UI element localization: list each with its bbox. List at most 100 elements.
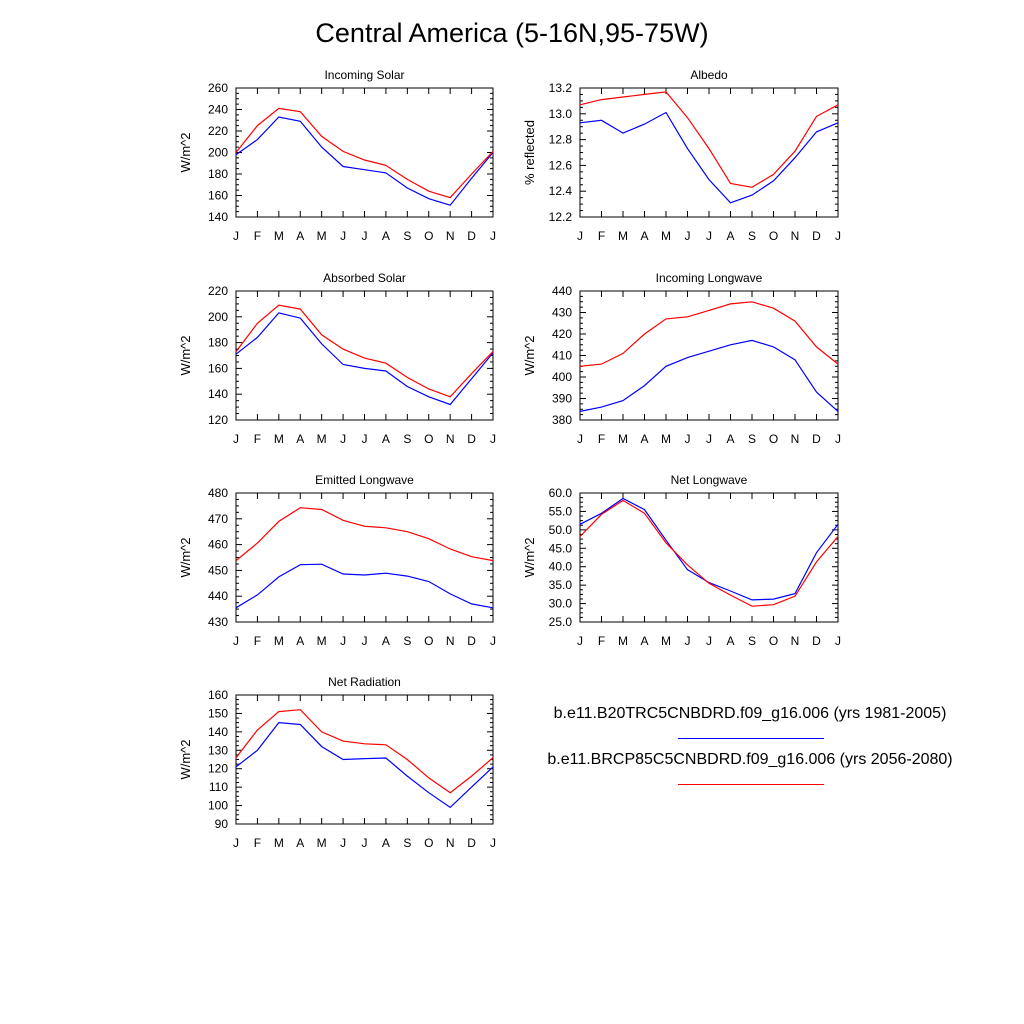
x-tick-label: M bbox=[317, 229, 327, 243]
y-tick-label: 430 bbox=[552, 306, 572, 320]
y-tick-label: 12.6 bbox=[549, 158, 573, 172]
panel-title: Incoming Solar bbox=[324, 68, 404, 82]
x-tick-label: J bbox=[577, 229, 583, 243]
x-tick-label: F bbox=[254, 836, 261, 850]
x-tick-label: S bbox=[403, 229, 411, 243]
x-tick-label: O bbox=[424, 836, 433, 850]
x-tick-label: F bbox=[598, 634, 605, 648]
x-tick-label: O bbox=[424, 229, 433, 243]
x-tick-label: A bbox=[296, 229, 304, 243]
y-tick-label: 130 bbox=[208, 743, 228, 757]
x-tick-label: O bbox=[424, 432, 433, 446]
x-tick-label: N bbox=[446, 836, 455, 850]
x-tick-label: J bbox=[340, 432, 346, 446]
y-tick-label: 440 bbox=[208, 589, 228, 603]
y-tick-label: 220 bbox=[208, 284, 228, 298]
y-tick-label: 480 bbox=[208, 486, 228, 500]
x-tick-label: A bbox=[382, 432, 390, 446]
x-tick-label: D bbox=[812, 432, 821, 446]
x-tick-label: J bbox=[706, 634, 712, 648]
y-tick-label: 140 bbox=[208, 725, 228, 739]
legend-entry-1-line bbox=[678, 738, 824, 739]
series-line-1 bbox=[235, 116, 494, 206]
plot-frame bbox=[235, 492, 494, 623]
x-tick-label: M bbox=[317, 634, 327, 648]
page-title: Central America (5-16N,95-75W) bbox=[315, 18, 709, 48]
x-tick-label: J bbox=[577, 432, 583, 446]
x-tick-label: J bbox=[706, 432, 712, 446]
panel-title: Net Longwave bbox=[671, 473, 748, 487]
y-tick-label: 12.4 bbox=[549, 184, 573, 198]
x-tick-label: J bbox=[706, 229, 712, 243]
x-tick-label: J bbox=[835, 432, 841, 446]
x-tick-label: D bbox=[467, 634, 476, 648]
x-tick-label: M bbox=[274, 634, 284, 648]
y-tick-label: 120 bbox=[208, 413, 228, 427]
series-line-2 bbox=[235, 304, 494, 398]
x-tick-label: S bbox=[748, 432, 756, 446]
y-tick-label: 35.0 bbox=[549, 578, 573, 592]
y-tick-label: 200 bbox=[208, 146, 228, 160]
y-tick-label: 50.0 bbox=[549, 523, 573, 537]
series-line-2 bbox=[235, 709, 494, 794]
x-tick-label: J bbox=[340, 634, 346, 648]
series-line-2 bbox=[579, 301, 839, 367]
x-tick-label: D bbox=[467, 836, 476, 850]
y-tick-label: 410 bbox=[552, 349, 572, 363]
x-tick-label: A bbox=[640, 634, 648, 648]
y-tick-label: 45.0 bbox=[549, 541, 573, 555]
x-tick-label: S bbox=[748, 229, 756, 243]
x-tick-label: A bbox=[296, 836, 304, 850]
series-line-1 bbox=[579, 111, 839, 204]
y-tick-label: 30.0 bbox=[549, 597, 573, 611]
x-tick-label: A bbox=[726, 229, 734, 243]
y-tick-label: 12.2 bbox=[549, 210, 573, 224]
y-tick-label: 240 bbox=[208, 103, 228, 117]
x-tick-label: J bbox=[835, 634, 841, 648]
y-tick-label: 110 bbox=[209, 780, 228, 794]
x-tick-label: M bbox=[618, 229, 628, 243]
plot-frame bbox=[235, 694, 494, 825]
x-tick-label: F bbox=[254, 432, 261, 446]
series-line-1 bbox=[235, 563, 494, 609]
x-tick-label: D bbox=[467, 229, 476, 243]
y-tick-label: 12.8 bbox=[549, 133, 573, 147]
y-tick-label: 140 bbox=[208, 210, 228, 224]
x-tick-label: M bbox=[618, 432, 628, 446]
x-tick-label: J bbox=[490, 229, 496, 243]
series-line-2 bbox=[235, 507, 494, 562]
x-tick-label: M bbox=[661, 229, 671, 243]
y-tick-label: 420 bbox=[552, 327, 572, 341]
panel-title: Incoming Longwave bbox=[656, 271, 763, 285]
y-axis-label: % reflected bbox=[522, 120, 537, 185]
x-tick-label: D bbox=[467, 432, 476, 446]
y-tick-label: 25.0 bbox=[549, 615, 573, 629]
series-line-2 bbox=[235, 107, 494, 199]
x-tick-label: D bbox=[812, 634, 821, 648]
x-tick-label: N bbox=[446, 634, 455, 648]
x-tick-label: J bbox=[490, 836, 496, 850]
panel-title: Albedo bbox=[690, 68, 728, 82]
x-tick-label: F bbox=[254, 229, 261, 243]
x-tick-label: A bbox=[726, 634, 734, 648]
series-line-1 bbox=[235, 721, 494, 809]
y-tick-label: 220 bbox=[208, 124, 228, 138]
x-tick-label: N bbox=[791, 634, 800, 648]
x-tick-label: J bbox=[362, 634, 368, 648]
y-tick-label: 13.2 bbox=[549, 81, 573, 95]
x-tick-label: J bbox=[362, 229, 368, 243]
y-tick-label: 40.0 bbox=[549, 560, 573, 574]
x-tick-label: J bbox=[362, 836, 368, 850]
y-tick-label: 260 bbox=[208, 81, 228, 95]
x-tick-label: J bbox=[577, 634, 583, 648]
x-tick-label: O bbox=[769, 229, 778, 243]
x-tick-label: J bbox=[233, 634, 239, 648]
x-tick-label: S bbox=[403, 432, 411, 446]
series-line-1 bbox=[579, 497, 839, 601]
x-tick-label: J bbox=[490, 432, 496, 446]
x-tick-label: S bbox=[748, 634, 756, 648]
